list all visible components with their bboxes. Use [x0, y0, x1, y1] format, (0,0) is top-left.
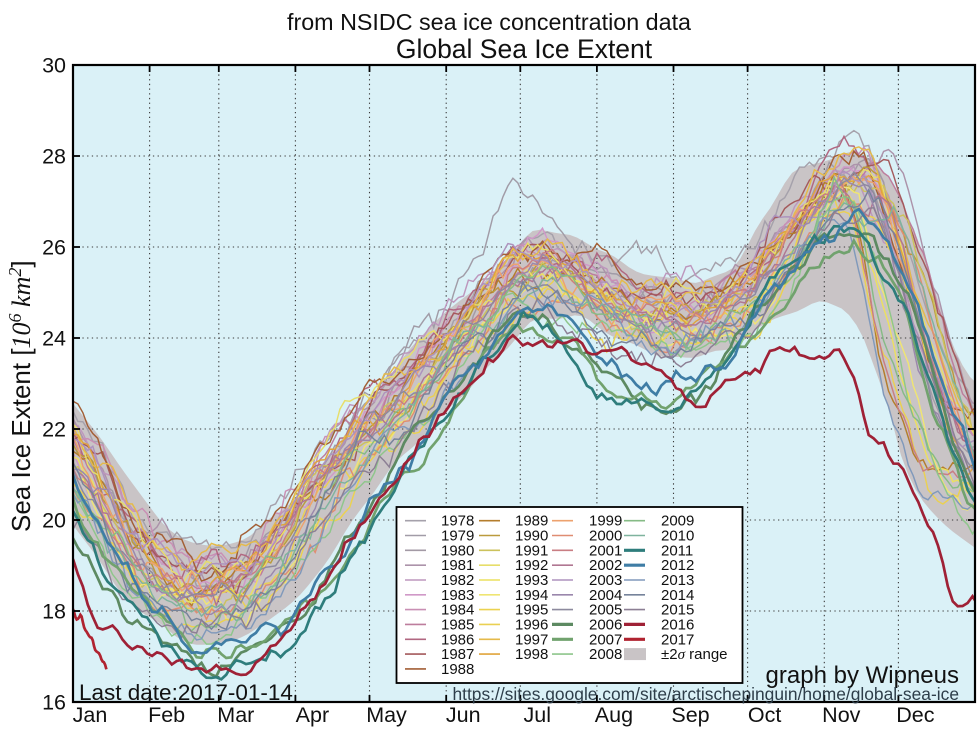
- svg-text:1989: 1989: [515, 513, 548, 530]
- svg-text:1999: 1999: [589, 513, 622, 530]
- svg-text:2000: 2000: [589, 528, 622, 545]
- svg-text:1991: 1991: [515, 542, 548, 559]
- svg-text:2011: 2011: [661, 542, 693, 559]
- svg-text:2015: 2015: [661, 602, 694, 619]
- svg-text:2008: 2008: [589, 646, 622, 663]
- svg-text:20: 20: [42, 509, 66, 533]
- svg-text:1981: 1981: [441, 557, 474, 574]
- svg-text:18: 18: [42, 600, 66, 624]
- svg-text:2007: 2007: [589, 631, 622, 648]
- svg-text:1988: 1988: [441, 661, 474, 678]
- svg-text:1985: 1985: [441, 616, 474, 633]
- svg-text:1983: 1983: [441, 587, 474, 604]
- svg-text:Dec: Dec: [896, 703, 934, 727]
- svg-text:Aug: Aug: [595, 703, 633, 727]
- svg-text:1979: 1979: [441, 528, 474, 545]
- svg-text:1998: 1998: [515, 646, 548, 663]
- svg-text:1987: 1987: [441, 646, 474, 663]
- svg-text:Sea Ice Extent [106 km2]: Sea Ice Extent [106 km2]: [5, 260, 36, 532]
- svg-text:2016: 2016: [661, 616, 694, 633]
- svg-text:1986: 1986: [441, 631, 474, 648]
- svg-text:https://sites.google.com/site/: https://sites.google.com/site/arctischep…: [452, 684, 959, 704]
- svg-text:1982: 1982: [441, 572, 474, 589]
- svg-text:Jan: Jan: [73, 703, 108, 727]
- svg-text:2005: 2005: [589, 602, 622, 619]
- svg-text:May: May: [366, 703, 407, 727]
- svg-text:1992: 1992: [515, 557, 548, 574]
- svg-text:26: 26: [42, 236, 66, 260]
- svg-text:2001: 2001: [589, 542, 622, 559]
- svg-text:2010: 2010: [661, 528, 694, 545]
- svg-text:Jun: Jun: [446, 703, 481, 727]
- svg-text:Oct: Oct: [748, 703, 781, 727]
- svg-text:1984: 1984: [441, 602, 474, 619]
- svg-text:±2σ range: ±2σ range: [661, 646, 728, 663]
- svg-text:2006: 2006: [589, 616, 622, 633]
- svg-text:2012: 2012: [661, 557, 694, 574]
- svg-text:Last date:2017-01-14: Last date:2017-01-14: [79, 680, 293, 705]
- svg-text:Nov: Nov: [822, 703, 860, 727]
- svg-text:Sep: Sep: [671, 703, 709, 727]
- svg-text:1980: 1980: [441, 542, 474, 559]
- svg-text:Global Sea Ice Extent: Global Sea Ice Extent: [396, 34, 653, 64]
- svg-text:2014: 2014: [661, 587, 694, 604]
- svg-text:2017: 2017: [661, 631, 694, 648]
- svg-text:1996: 1996: [515, 616, 548, 633]
- svg-text:30: 30: [42, 54, 66, 78]
- svg-text:Apr: Apr: [296, 703, 329, 727]
- svg-text:16: 16: [42, 691, 66, 715]
- svg-text:Jul: Jul: [524, 703, 551, 727]
- svg-text:Feb: Feb: [148, 703, 185, 727]
- svg-text:24: 24: [42, 327, 66, 351]
- svg-text:1995: 1995: [515, 602, 548, 619]
- svg-text:Mar: Mar: [217, 703, 254, 727]
- svg-text:from NSIDC sea ice concentrati: from NSIDC sea ice concentration data: [287, 9, 691, 35]
- svg-text:1997: 1997: [515, 631, 548, 648]
- svg-text:graph by Wipneus: graph by Wipneus: [766, 662, 959, 689]
- svg-text:2013: 2013: [661, 572, 694, 589]
- svg-text:28: 28: [42, 145, 66, 169]
- svg-text:1990: 1990: [515, 528, 548, 545]
- svg-text:2002: 2002: [589, 557, 622, 574]
- svg-text:2004: 2004: [589, 587, 622, 604]
- svg-text:1994: 1994: [515, 587, 548, 604]
- svg-text:1993: 1993: [515, 572, 548, 589]
- svg-text:2009: 2009: [661, 513, 694, 530]
- svg-text:2003: 2003: [589, 572, 622, 589]
- svg-text:1978: 1978: [441, 513, 474, 530]
- svg-text:22: 22: [42, 418, 66, 442]
